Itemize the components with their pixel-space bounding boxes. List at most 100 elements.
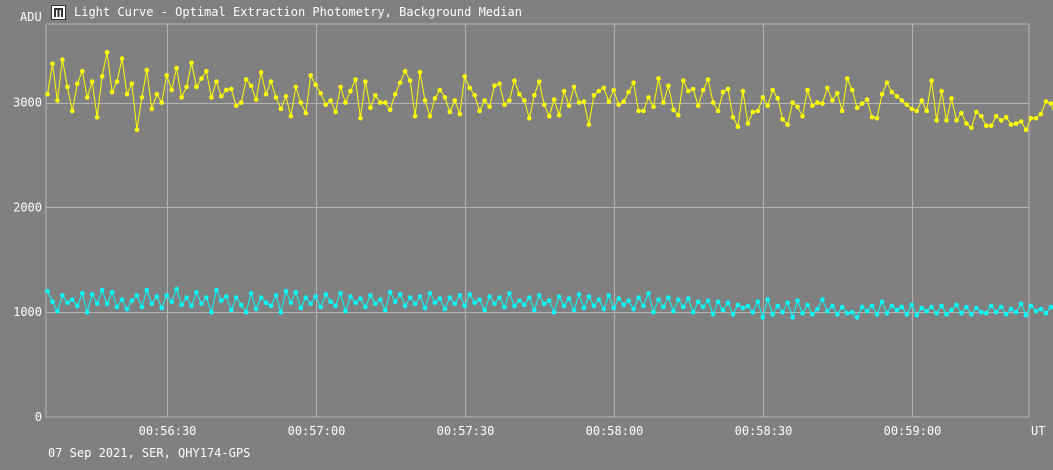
data-point xyxy=(189,60,194,66)
y-axis-label: ADU xyxy=(20,10,42,24)
data-point xyxy=(939,303,944,309)
data-point xyxy=(353,77,358,82)
data-point xyxy=(94,301,100,307)
data-point xyxy=(397,292,403,297)
app-icon-graphic xyxy=(51,4,66,20)
data-point xyxy=(159,305,164,311)
data-point xyxy=(984,123,989,128)
data-point xyxy=(179,95,184,100)
data-point xyxy=(790,315,795,320)
data-point xyxy=(238,302,244,308)
data-point xyxy=(611,305,616,311)
data-point xyxy=(467,85,473,91)
data-point xyxy=(109,290,115,295)
data-point xyxy=(969,125,974,131)
session-info: 07 Sep 2021, SER, QHY174-GPS xyxy=(48,446,251,460)
data-point xyxy=(889,89,895,95)
data-point xyxy=(869,303,875,309)
data-point xyxy=(323,292,329,297)
data-point xyxy=(561,88,567,94)
data-point xyxy=(790,100,795,105)
data-point xyxy=(710,312,716,317)
data-point xyxy=(55,98,60,103)
data-point xyxy=(412,113,418,119)
x-tick-label: 00:57:30 xyxy=(437,424,495,438)
data-point xyxy=(343,308,348,314)
data-point xyxy=(333,303,338,309)
data-point xyxy=(993,113,999,119)
data-point xyxy=(1043,99,1049,104)
data-point xyxy=(84,95,90,100)
data-point xyxy=(402,303,408,309)
data-point xyxy=(119,56,125,61)
data-point xyxy=(805,302,810,308)
data-point xyxy=(710,100,716,105)
data-point xyxy=(134,293,140,298)
data-point xyxy=(104,301,110,307)
data-point xyxy=(189,303,194,309)
data-point xyxy=(934,118,939,123)
data-point xyxy=(447,109,453,115)
data-point xyxy=(224,87,229,93)
data-point xyxy=(258,295,264,300)
data-point xyxy=(676,112,681,118)
data-point xyxy=(844,310,850,316)
data-point xyxy=(472,93,478,98)
data-point xyxy=(248,291,254,296)
data-point xyxy=(1033,116,1039,121)
data-point xyxy=(939,88,944,94)
data-point xyxy=(1003,115,1009,120)
data-point xyxy=(45,288,50,294)
data-point xyxy=(755,299,761,305)
data-point xyxy=(601,85,607,91)
data-point xyxy=(248,83,254,89)
data-point xyxy=(546,113,552,119)
data-point xyxy=(517,298,522,304)
data-point xyxy=(1043,310,1049,316)
data-point xyxy=(387,290,393,295)
data-point xyxy=(551,309,557,315)
axis-labels: 0 1000 2000 3000 00:56:30 00:57:00 00:57:30 00:… xyxy=(13,10,1045,438)
data-point xyxy=(879,299,885,305)
data-point xyxy=(442,95,448,100)
data-point xyxy=(909,106,915,112)
data-point xyxy=(581,305,587,311)
data-point xyxy=(233,295,239,300)
data-point xyxy=(169,299,174,305)
data-point xyxy=(298,305,304,311)
data-point xyxy=(482,307,487,313)
data-point xyxy=(452,301,458,307)
data-point xyxy=(124,91,130,97)
data-point xyxy=(452,98,458,103)
data-point xyxy=(427,291,433,296)
light-curve-app-icon[interactable] xyxy=(51,4,66,20)
data-point xyxy=(700,304,706,310)
data-point xyxy=(795,104,800,110)
data-point xyxy=(278,309,284,315)
data-point xyxy=(184,295,189,300)
data-point xyxy=(457,293,463,298)
data-point xyxy=(561,303,567,309)
data-point xyxy=(432,300,438,306)
series-1 xyxy=(45,50,1053,133)
y-tick-label: 3000 xyxy=(13,96,42,110)
data-point xyxy=(929,78,934,83)
data-point xyxy=(224,294,229,299)
data-point xyxy=(576,292,582,297)
data-point xyxy=(363,304,368,310)
data-point xyxy=(174,65,179,71)
data-point xyxy=(482,98,487,103)
data-point xyxy=(1048,304,1053,310)
data-point xyxy=(775,303,780,309)
data-point xyxy=(785,122,790,127)
data-point xyxy=(735,302,741,308)
data-point xyxy=(815,100,820,105)
data-point xyxy=(114,304,120,310)
data-point xyxy=(507,98,512,103)
data-point xyxy=(636,295,641,300)
data-point xyxy=(979,113,984,119)
data-point xyxy=(258,69,264,75)
data-point xyxy=(869,115,875,120)
